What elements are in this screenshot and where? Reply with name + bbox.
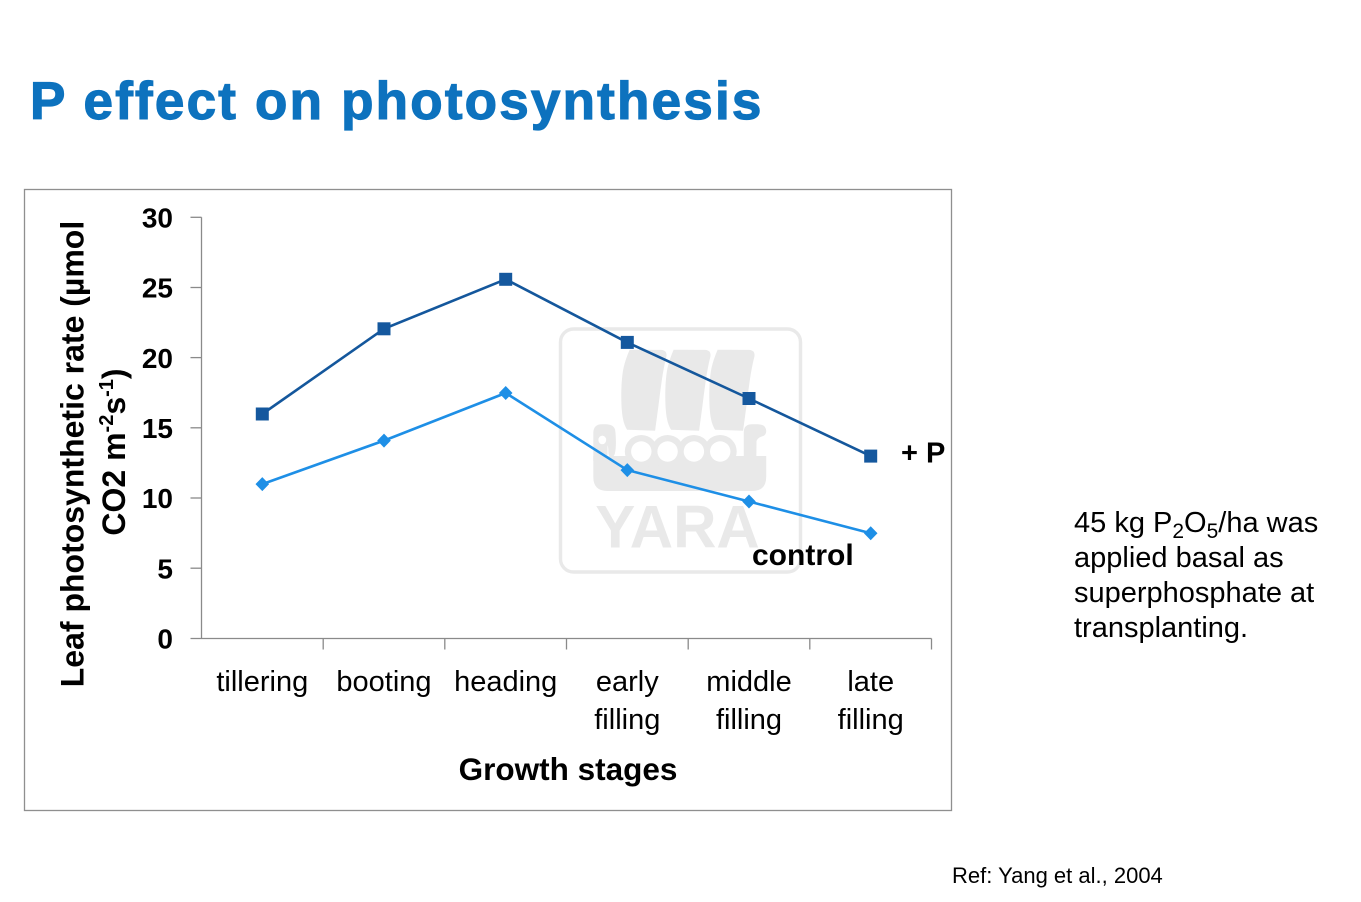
svg-text:5: 5	[157, 553, 173, 584]
svg-text:filling: filling	[838, 704, 904, 736]
svg-text:YARA: YARA	[595, 494, 760, 561]
svg-text:30: 30	[142, 203, 173, 234]
svg-text:late: late	[847, 666, 894, 698]
svg-text:middle: middle	[706, 666, 791, 698]
svg-text:booting: booting	[336, 666, 431, 698]
svg-text:Growth stages: Growth stages	[459, 751, 678, 787]
svg-text:heading: heading	[454, 666, 557, 698]
svg-text:15: 15	[142, 413, 173, 444]
svg-text:0: 0	[157, 624, 173, 655]
svg-text:10: 10	[142, 483, 173, 514]
svg-text:CO2 m-2s-1): CO2 m-2s-1)	[96, 368, 132, 535]
svg-text:filling: filling	[716, 704, 782, 736]
svg-text:filling: filling	[594, 704, 660, 736]
svg-text:early: early	[596, 666, 659, 698]
svg-text:control: control	[752, 539, 854, 572]
svg-text:20: 20	[142, 343, 173, 374]
svg-text:25: 25	[142, 273, 173, 304]
svg-text:tillering: tillering	[216, 666, 308, 698]
svg-text:Leaf photosynthetic rate (µmol: Leaf photosynthetic rate (µmol	[54, 221, 90, 687]
svg-text:+ P: + P	[901, 438, 945, 470]
